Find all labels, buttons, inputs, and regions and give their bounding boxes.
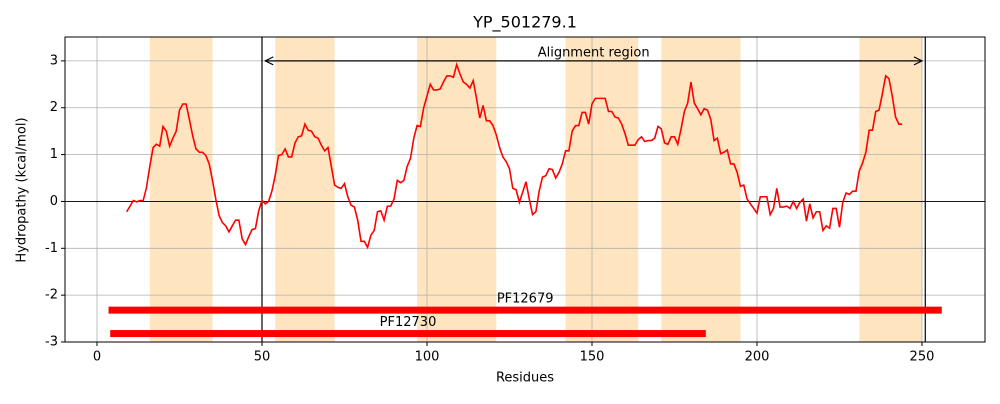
x-tick-label: 200 — [745, 350, 770, 365]
hydropathy-line — [126, 61, 903, 250]
y-tick-label: -3 — [45, 335, 58, 350]
y-tick-label: -1 — [45, 241, 58, 256]
shaded-region — [565, 37, 639, 342]
y-tick-label: 0 — [50, 194, 58, 209]
x-axis-label: Residues — [496, 371, 554, 386]
y-tick-label: 3 — [50, 53, 58, 68]
domain-label: PF12730 — [380, 315, 437, 330]
domain-bar — [108, 306, 942, 314]
x-tick-label: 250 — [910, 350, 935, 365]
arrow-head — [913, 56, 924, 66]
x-tick-label: 50 — [254, 350, 271, 365]
shaded-region — [859, 37, 922, 342]
y-tick-label: -2 — [45, 288, 58, 303]
arrow-head — [263, 56, 274, 66]
domain-label: PF12679 — [497, 292, 554, 307]
y-axis-label: Hydropathy (kcal/mol) — [15, 117, 30, 262]
y-tick-label: 2 — [50, 100, 58, 115]
x-tick-label: 150 — [580, 350, 605, 365]
shaded-region — [275, 37, 335, 342]
annotation-text: Alignment region — [538, 45, 650, 60]
plot-frame — [64, 36, 986, 343]
shaded-region — [417, 37, 497, 342]
shaded-region — [661, 37, 741, 342]
x-tick-label: 0 — [93, 350, 101, 365]
domain-bar — [110, 330, 706, 338]
x-tick-label: 100 — [415, 350, 440, 365]
y-tick-label: 1 — [50, 147, 58, 162]
shaded-region — [149, 37, 213, 342]
chart-title: YP_501279.1 — [472, 13, 577, 33]
